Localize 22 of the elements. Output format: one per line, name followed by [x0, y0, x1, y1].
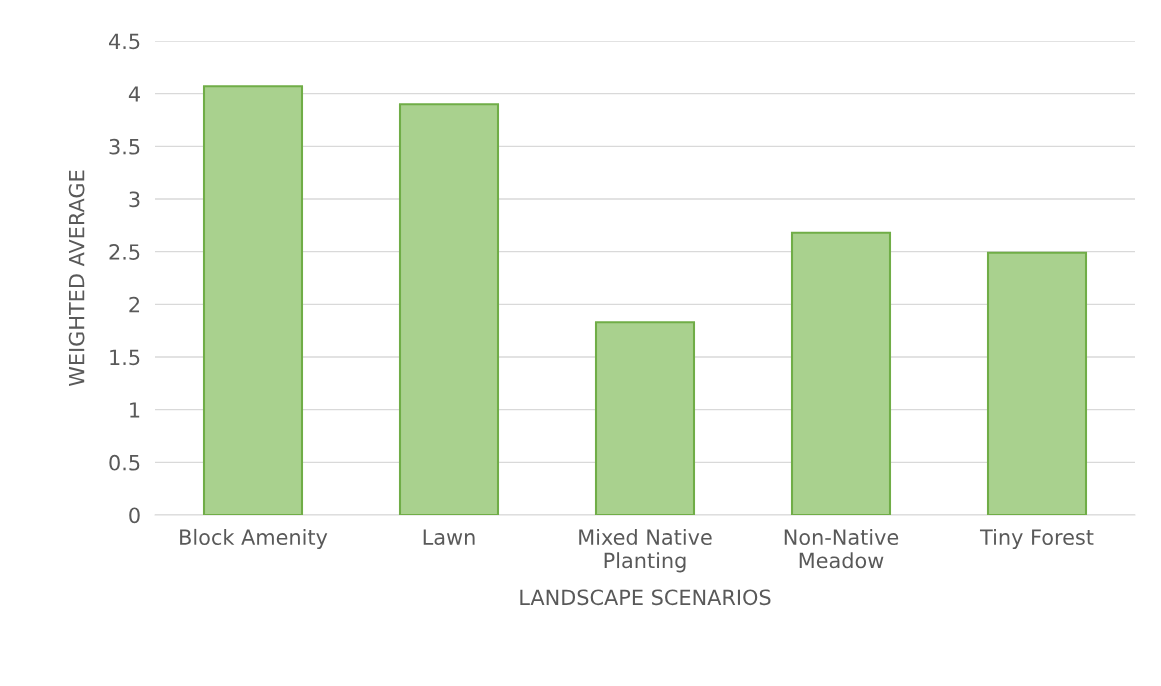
y-tick-label: 2 [129, 296, 140, 313]
x-tick-label: Mixed Native Planting [579, 528, 712, 573]
y-tick-label: 0 [129, 507, 140, 524]
y-tick-label: 1.5 [110, 349, 140, 366]
y-tick-label: 3.5 [109, 138, 140, 155]
bar [790, 231, 892, 515]
y-tick-label: 1 [130, 402, 140, 418]
y-tick-label: 4.5 [109, 33, 140, 50]
y-tick-label: 3 [129, 191, 140, 208]
x-tick-label: Block Amenity [180, 528, 328, 550]
bar [398, 103, 500, 515]
bar [986, 251, 1088, 515]
x-tick-label: Lawn [423, 529, 475, 546]
x-axis-title: LANDSCAPE SCENARIOS [520, 589, 771, 606]
x-tick-label: Tiny Forest [979, 528, 1094, 550]
y-axis-title: WEIGHTED AVERAGE [68, 170, 85, 387]
x-tick-label: Non-Native Meadow [784, 528, 899, 569]
bar [202, 85, 304, 515]
y-tick-label: 2.5 [109, 244, 140, 260]
y-tick-label: 4 [128, 86, 140, 102]
bar [594, 321, 696, 515]
y-tick-label: 0.5 [109, 454, 140, 471]
